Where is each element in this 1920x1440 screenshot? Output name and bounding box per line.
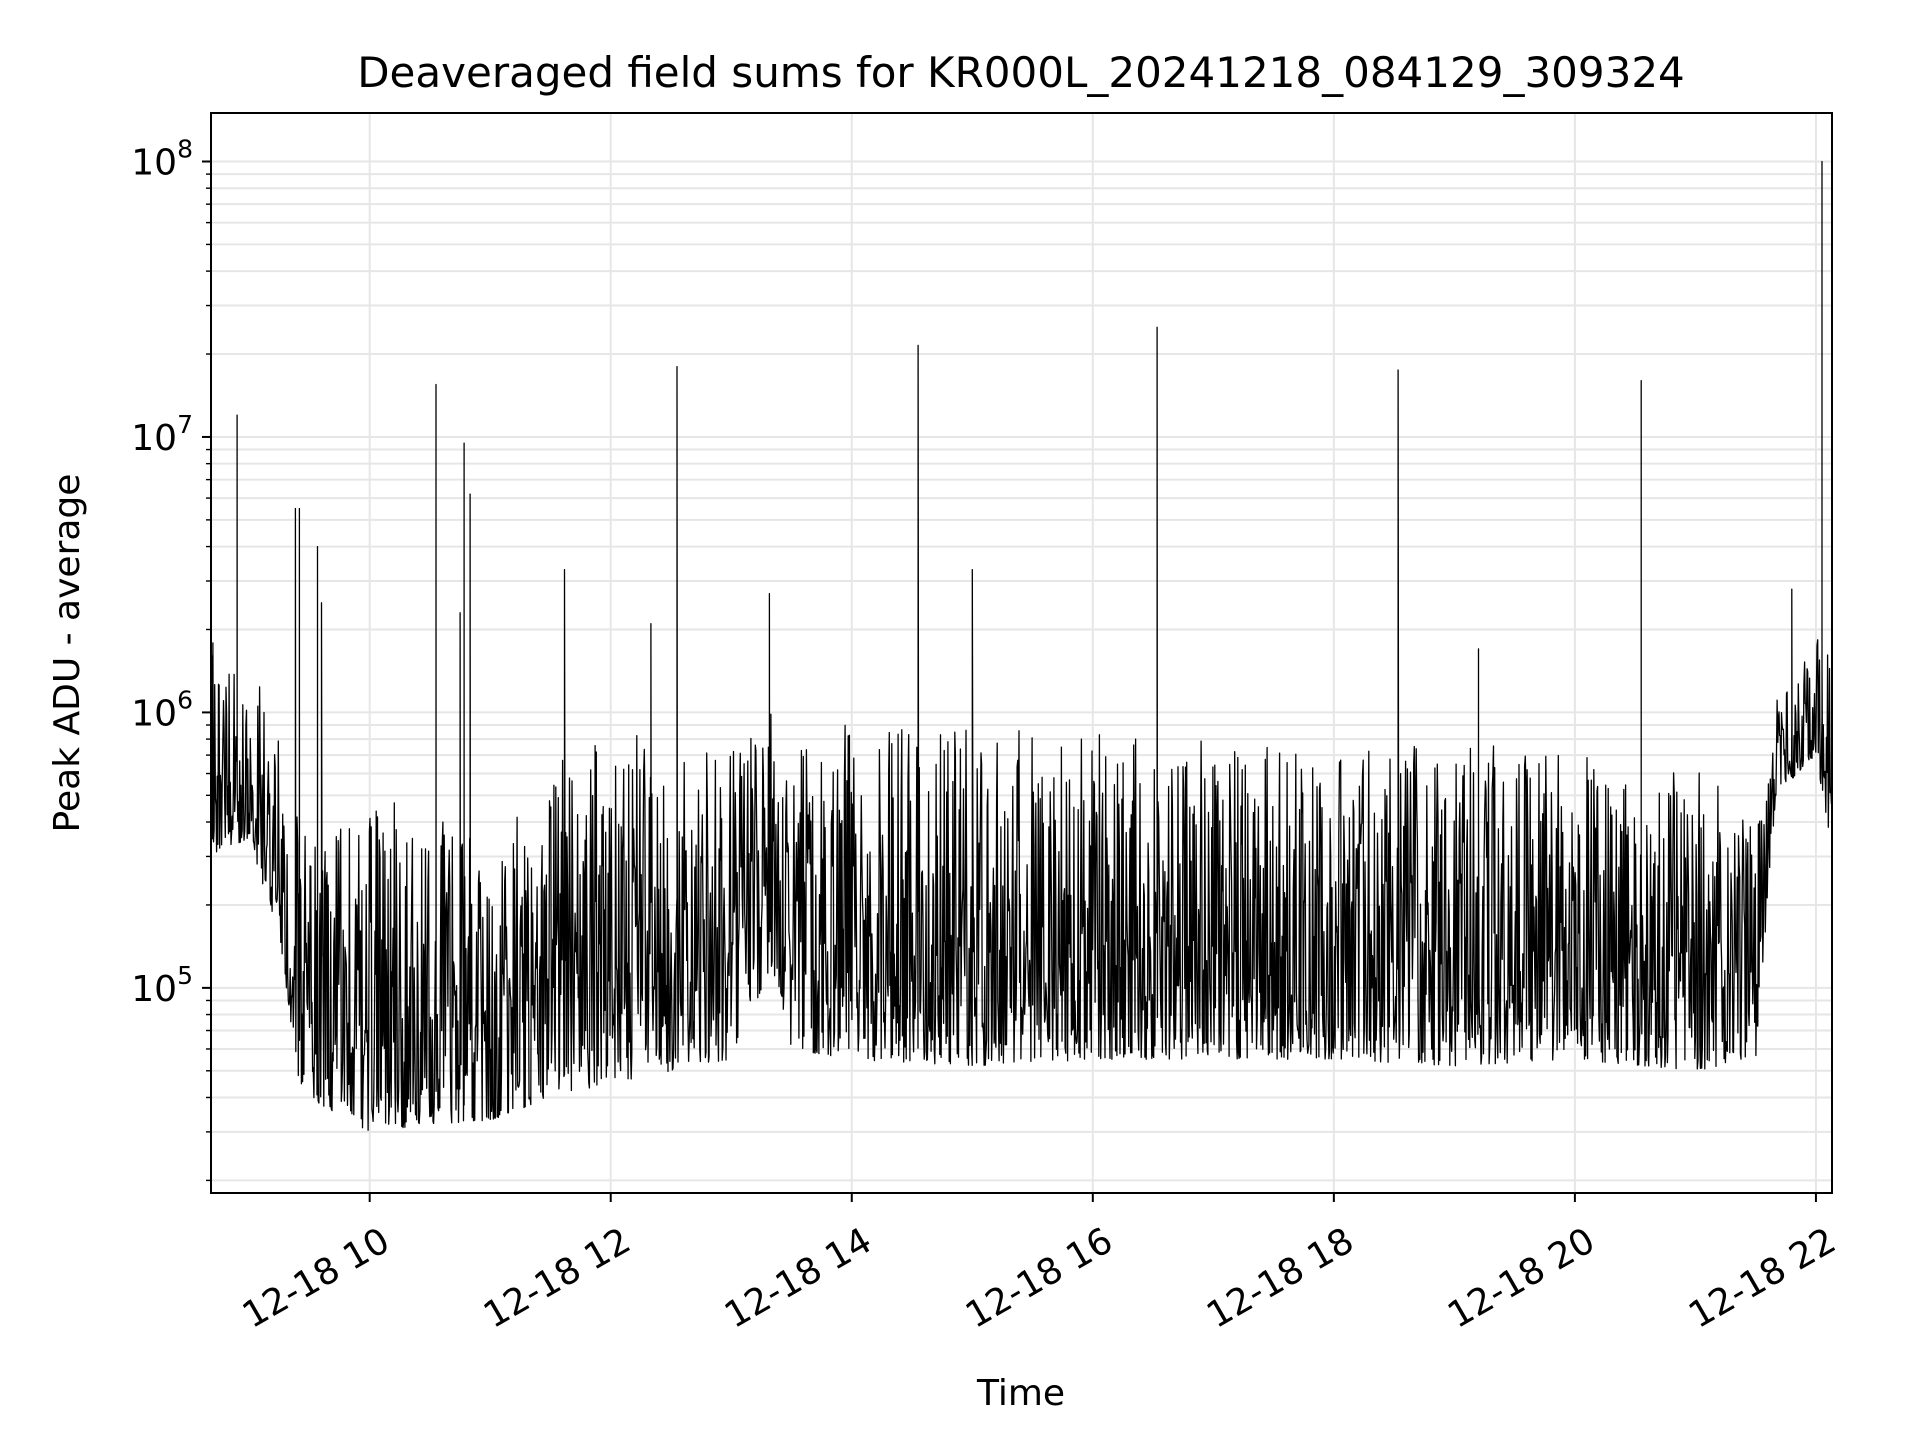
y-tick-label: 106 bbox=[131, 685, 193, 734]
tick-marks bbox=[202, 160, 1817, 1202]
x-tick-label: 12-18 18 bbox=[1200, 1220, 1361, 1336]
x-tick-label: 12-18 10 bbox=[236, 1220, 397, 1336]
y-axis-label: Peak ADU - average bbox=[47, 474, 88, 833]
y-tick-label: 107 bbox=[131, 410, 193, 459]
x-tick-label: 12-18 22 bbox=[1682, 1220, 1843, 1336]
x-axis-label: Time bbox=[976, 1373, 1065, 1414]
y-tick-label: 108 bbox=[131, 135, 193, 184]
plot-frame bbox=[210, 112, 1833, 1194]
x-tick-label: 12-18 14 bbox=[718, 1220, 879, 1336]
x-tick-label: 12-18 16 bbox=[959, 1220, 1120, 1336]
x-tick-label: 12-18 20 bbox=[1441, 1220, 1602, 1336]
x-tick-label: 12-18 12 bbox=[477, 1220, 638, 1336]
y-tick-label: 105 bbox=[131, 961, 193, 1010]
chart-title: Deaveraged field sums for KR000L_2024121… bbox=[357, 48, 1685, 97]
series-line bbox=[210, 160, 1833, 1131]
plot-area bbox=[210, 160, 1833, 1131]
tick-labels: 105 106 107 108 12-18 10 12-18 12 12-18 14 12-1… bbox=[131, 135, 1843, 1337]
